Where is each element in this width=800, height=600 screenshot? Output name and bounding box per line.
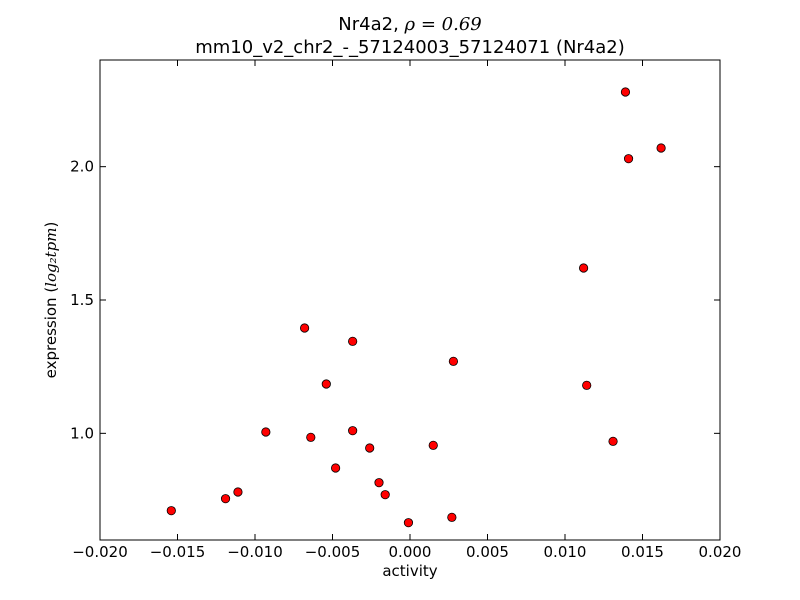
data-point bbox=[656, 143, 666, 153]
x-axis-label: activity bbox=[382, 562, 437, 580]
y-tick-label: 1.5 bbox=[70, 291, 94, 309]
data-point bbox=[233, 487, 243, 497]
plot-frame bbox=[99, 59, 721, 541]
y-axis-label-math: log₂tpm bbox=[42, 228, 60, 287]
data-point bbox=[365, 443, 375, 453]
y-tick-label: 2.0 bbox=[70, 158, 94, 176]
data-point bbox=[582, 380, 592, 390]
y-axis-label-suffix: ) bbox=[42, 222, 60, 228]
x-tick-label: 0.015 bbox=[621, 543, 664, 561]
data-point bbox=[306, 432, 316, 442]
data-point bbox=[374, 478, 384, 488]
data-point bbox=[321, 379, 331, 389]
x-tick-label: 0.005 bbox=[466, 543, 509, 561]
chart-title-line2: mm10_v2_chr2_-_57124003_57124071 (Nr4a2) bbox=[195, 37, 625, 58]
data-point bbox=[608, 436, 618, 446]
y-axis-label: expression (log₂tpm) bbox=[42, 222, 60, 379]
plot-area bbox=[100, 60, 720, 540]
data-point bbox=[166, 506, 176, 516]
data-point bbox=[403, 518, 414, 528]
chart-title-line1: Nr4a2, ρ = 0.69 bbox=[338, 14, 481, 35]
data-point bbox=[380, 490, 390, 500]
ticks-layer: −0.020 −0.015 −0.010 −0.005 0.000 0.005 0.010 0… bbox=[70, 60, 741, 561]
data-point bbox=[299, 323, 310, 333]
data-point bbox=[447, 512, 457, 522]
y-tick-label: 1.0 bbox=[70, 424, 94, 442]
x-tick-label: −0.020 bbox=[72, 543, 128, 561]
data-point bbox=[220, 494, 231, 504]
chart-title-prefix: Nr4a2, bbox=[338, 14, 404, 35]
data-point bbox=[620, 87, 631, 97]
data-point bbox=[348, 336, 358, 346]
data-point bbox=[623, 154, 634, 164]
data-point bbox=[428, 440, 438, 450]
data-point bbox=[448, 356, 458, 366]
x-tick-label: −0.005 bbox=[305, 543, 361, 561]
x-tick-label: 0.020 bbox=[699, 543, 742, 561]
x-tick-label: −0.015 bbox=[150, 543, 206, 561]
data-point bbox=[578, 263, 589, 273]
points-layer bbox=[166, 87, 666, 528]
data-point bbox=[261, 427, 271, 437]
x-tick-label: 0.010 bbox=[544, 543, 587, 561]
x-tick-label: −0.010 bbox=[227, 543, 283, 561]
data-point bbox=[348, 426, 358, 436]
x-tick-label: 0.000 bbox=[389, 543, 432, 561]
y-axis-label-prefix: expression ( bbox=[42, 287, 60, 379]
data-point bbox=[330, 463, 341, 473]
chart-title-math: ρ = 0.69 bbox=[404, 14, 482, 35]
